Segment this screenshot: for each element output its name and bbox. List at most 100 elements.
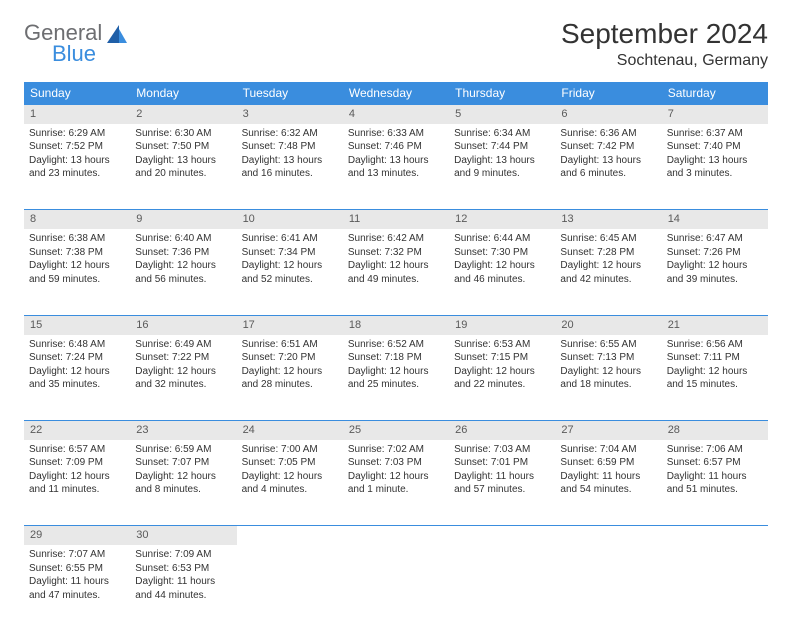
daylight-text: and 39 minutes. <box>667 273 763 287</box>
sunset-text: Sunset: 6:53 PM <box>135 562 231 576</box>
daylight-text: Daylight: 13 hours <box>348 154 444 168</box>
sunset-text: Sunset: 7:34 PM <box>242 246 338 260</box>
daylight-text: and 9 minutes. <box>454 167 550 181</box>
day-cell: Sunrise: 6:44 AMSunset: 7:30 PMDaylight:… <box>449 229 555 315</box>
month-title: September 2024 <box>561 18 768 50</box>
day-number-cell: 19 <box>449 315 555 334</box>
day-cell: Sunrise: 6:49 AMSunset: 7:22 PMDaylight:… <box>130 335 236 421</box>
day-number-cell: 24 <box>237 421 343 440</box>
weekday-header: Sunday <box>24 82 130 105</box>
weekday-header: Tuesday <box>237 82 343 105</box>
day-cell: Sunrise: 7:03 AMSunset: 7:01 PMDaylight:… <box>449 440 555 526</box>
sunset-text: Sunset: 7:42 PM <box>560 140 656 154</box>
day-number-cell: 4 <box>343 105 449 124</box>
day-cell: Sunrise: 6:36 AMSunset: 7:42 PMDaylight:… <box>555 124 661 210</box>
sunrise-text: Sunrise: 7:00 AM <box>242 443 338 457</box>
sunset-text: Sunset: 7:01 PM <box>454 456 550 470</box>
sunset-text: Sunset: 7:38 PM <box>29 246 125 260</box>
sunrise-text: Sunrise: 7:02 AM <box>348 443 444 457</box>
daylight-text: Daylight: 12 hours <box>135 470 231 484</box>
weekday-header: Wednesday <box>343 82 449 105</box>
day-number-cell: 22 <box>24 421 130 440</box>
daylight-text: Daylight: 12 hours <box>242 259 338 273</box>
daylight-text: and 51 minutes. <box>667 483 763 497</box>
day-cell: Sunrise: 6:42 AMSunset: 7:32 PMDaylight:… <box>343 229 449 315</box>
sunrise-text: Sunrise: 6:29 AM <box>29 127 125 141</box>
day-cell: Sunrise: 6:32 AMSunset: 7:48 PMDaylight:… <box>237 124 343 210</box>
sunrise-text: Sunrise: 6:41 AM <box>242 232 338 246</box>
sunrise-text: Sunrise: 6:52 AM <box>348 338 444 352</box>
day-cell <box>449 545 555 631</box>
sunset-text: Sunset: 6:57 PM <box>667 456 763 470</box>
daylight-text: and 46 minutes. <box>454 273 550 287</box>
daylight-text: and 35 minutes. <box>29 378 125 392</box>
daylight-text: and 54 minutes. <box>560 483 656 497</box>
daylight-text: and 32 minutes. <box>135 378 231 392</box>
sunset-text: Sunset: 6:55 PM <box>29 562 125 576</box>
daylight-text: Daylight: 12 hours <box>135 365 231 379</box>
sunrise-text: Sunrise: 6:56 AM <box>667 338 763 352</box>
sunrise-text: Sunrise: 6:37 AM <box>667 127 763 141</box>
daylight-text: Daylight: 12 hours <box>29 259 125 273</box>
daylight-text: Daylight: 12 hours <box>242 470 338 484</box>
day-number-cell: 21 <box>662 315 768 334</box>
sunrise-text: Sunrise: 6:59 AM <box>135 443 231 457</box>
sunset-text: Sunset: 7:28 PM <box>560 246 656 260</box>
day-number-cell: 16 <box>130 315 236 334</box>
calendar-table: Sunday Monday Tuesday Wednesday Thursday… <box>24 82 768 631</box>
daylight-text: and 47 minutes. <box>29 589 125 603</box>
daylight-text: Daylight: 12 hours <box>29 470 125 484</box>
day-number-cell <box>343 526 449 545</box>
day-number-cell <box>662 526 768 545</box>
day-cell: Sunrise: 7:04 AMSunset: 6:59 PMDaylight:… <box>555 440 661 526</box>
brand-logo: General Blue <box>24 18 127 65</box>
sunset-text: Sunset: 7:15 PM <box>454 351 550 365</box>
sunrise-text: Sunrise: 6:32 AM <box>242 127 338 141</box>
day-number-cell: 1 <box>24 105 130 124</box>
day-cell <box>555 545 661 631</box>
daylight-text: Daylight: 12 hours <box>135 259 231 273</box>
day-cell: Sunrise: 6:47 AMSunset: 7:26 PMDaylight:… <box>662 229 768 315</box>
day-number-cell: 26 <box>449 421 555 440</box>
daylight-text: Daylight: 12 hours <box>667 259 763 273</box>
sunset-text: Sunset: 7:50 PM <box>135 140 231 154</box>
sunrise-text: Sunrise: 6:47 AM <box>667 232 763 246</box>
weekday-header: Thursday <box>449 82 555 105</box>
day-cell: Sunrise: 7:07 AMSunset: 6:55 PMDaylight:… <box>24 545 130 631</box>
daylight-text: and 13 minutes. <box>348 167 444 181</box>
daylight-text: and 4 minutes. <box>242 483 338 497</box>
sunrise-text: Sunrise: 6:42 AM <box>348 232 444 246</box>
daylight-text: Daylight: 12 hours <box>560 259 656 273</box>
sunrise-text: Sunrise: 6:53 AM <box>454 338 550 352</box>
weekday-header: Saturday <box>662 82 768 105</box>
day-cell: Sunrise: 6:51 AMSunset: 7:20 PMDaylight:… <box>237 335 343 421</box>
daylight-text: and 3 minutes. <box>667 167 763 181</box>
day-number-cell: 9 <box>130 210 236 229</box>
sunset-text: Sunset: 7:52 PM <box>29 140 125 154</box>
sunset-text: Sunset: 7:32 PM <box>348 246 444 260</box>
day-number-cell: 25 <box>343 421 449 440</box>
daylight-text: and 16 minutes. <box>242 167 338 181</box>
daylight-text: Daylight: 12 hours <box>348 470 444 484</box>
sunset-text: Sunset: 7:03 PM <box>348 456 444 470</box>
daylight-text: Daylight: 12 hours <box>667 365 763 379</box>
sunset-text: Sunset: 7:48 PM <box>242 140 338 154</box>
title-block: September 2024 Sochtenau, Germany <box>561 18 768 70</box>
day-cell: Sunrise: 6:56 AMSunset: 7:11 PMDaylight:… <box>662 335 768 421</box>
sunset-text: Sunset: 7:26 PM <box>667 246 763 260</box>
daynum-row: 2930 <box>24 526 768 545</box>
sunset-text: Sunset: 7:07 PM <box>135 456 231 470</box>
daylight-text: Daylight: 12 hours <box>348 259 444 273</box>
daylight-text: Daylight: 13 hours <box>135 154 231 168</box>
daylight-text: and 56 minutes. <box>135 273 231 287</box>
sunrise-text: Sunrise: 6:36 AM <box>560 127 656 141</box>
day-number-cell: 11 <box>343 210 449 229</box>
sunset-text: Sunset: 7:09 PM <box>29 456 125 470</box>
daylight-text: and 15 minutes. <box>667 378 763 392</box>
daylight-text: and 49 minutes. <box>348 273 444 287</box>
day-cell: Sunrise: 7:00 AMSunset: 7:05 PMDaylight:… <box>237 440 343 526</box>
daylight-text: Daylight: 13 hours <box>454 154 550 168</box>
day-cell: Sunrise: 7:02 AMSunset: 7:03 PMDaylight:… <box>343 440 449 526</box>
day-number-cell: 18 <box>343 315 449 334</box>
sunset-text: Sunset: 7:13 PM <box>560 351 656 365</box>
